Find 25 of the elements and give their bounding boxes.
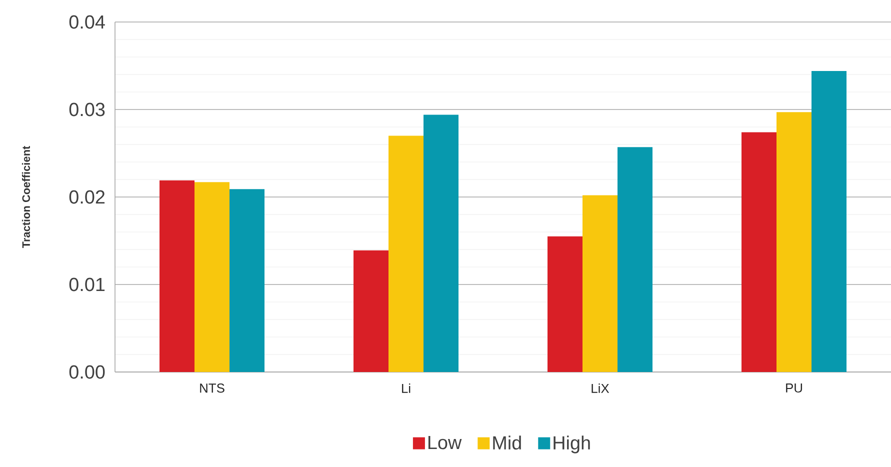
bar (582, 195, 618, 372)
bar (194, 182, 230, 372)
y-tick-label: 0.03 (69, 102, 105, 116)
bar (548, 236, 583, 372)
y-axis-title: Traction Coefficient (22, 146, 30, 248)
legend-label: Low (428, 436, 462, 450)
y-tick-label: 0.04 (69, 15, 105, 29)
x-tick-label: LiX (592, 384, 610, 393)
bar (160, 180, 194, 372)
legend-label: High (554, 436, 590, 454)
bar (776, 112, 812, 372)
x-tick-label: Li (402, 384, 410, 393)
bar (618, 147, 653, 372)
bar (388, 136, 424, 372)
x-tick-label: PU (786, 384, 802, 393)
y-tick-label: 0.01 (69, 278, 105, 292)
bar (424, 114, 459, 372)
y-tick-label: 0.02 (69, 190, 105, 204)
x-tick-label: NTS (200, 384, 224, 393)
y-tick-label: 0.00 (69, 365, 105, 379)
bar (230, 189, 264, 372)
legend-label: Mid (493, 436, 521, 450)
bar (812, 70, 847, 372)
bar (354, 250, 389, 372)
bar (742, 132, 777, 372)
